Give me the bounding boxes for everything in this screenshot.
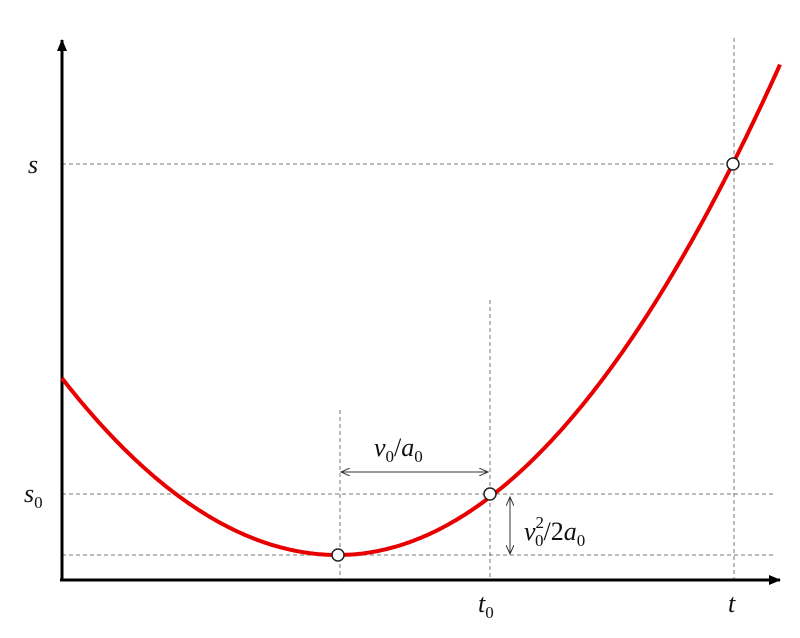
points — [331, 157, 740, 562]
label-part: t — [478, 589, 486, 618]
label-part: a — [564, 517, 577, 546]
label-part: s — [24, 479, 34, 508]
label-part: 0 — [414, 447, 423, 466]
label-part: v — [524, 517, 536, 546]
point — [726, 157, 740, 171]
label-part: 0 — [485, 603, 494, 622]
label-depth: v2 0/2a0 — [524, 513, 585, 550]
label-part: a — [401, 433, 414, 462]
label-part: s — [28, 150, 38, 179]
label-part: / — [394, 433, 402, 462]
label-part: v — [374, 433, 386, 462]
guides — [62, 38, 775, 580]
label-part: 0 — [577, 531, 586, 550]
label-t: t — [728, 589, 736, 618]
label-s: s — [28, 150, 38, 179]
point — [331, 548, 345, 562]
label-part: 0 — [386, 447, 395, 466]
curve — [60, 63, 782, 557]
label-t0: t0 — [478, 589, 494, 622]
label-s0: s0 — [24, 479, 43, 512]
label-part: /2 — [544, 517, 564, 546]
label-part: t — [728, 589, 736, 618]
point — [483, 487, 497, 501]
label-part: 0 — [535, 531, 544, 550]
label-part: 0 — [34, 493, 43, 512]
label-time-offset: v0/a0 — [374, 433, 423, 466]
label-part: 2 — [536, 513, 545, 532]
